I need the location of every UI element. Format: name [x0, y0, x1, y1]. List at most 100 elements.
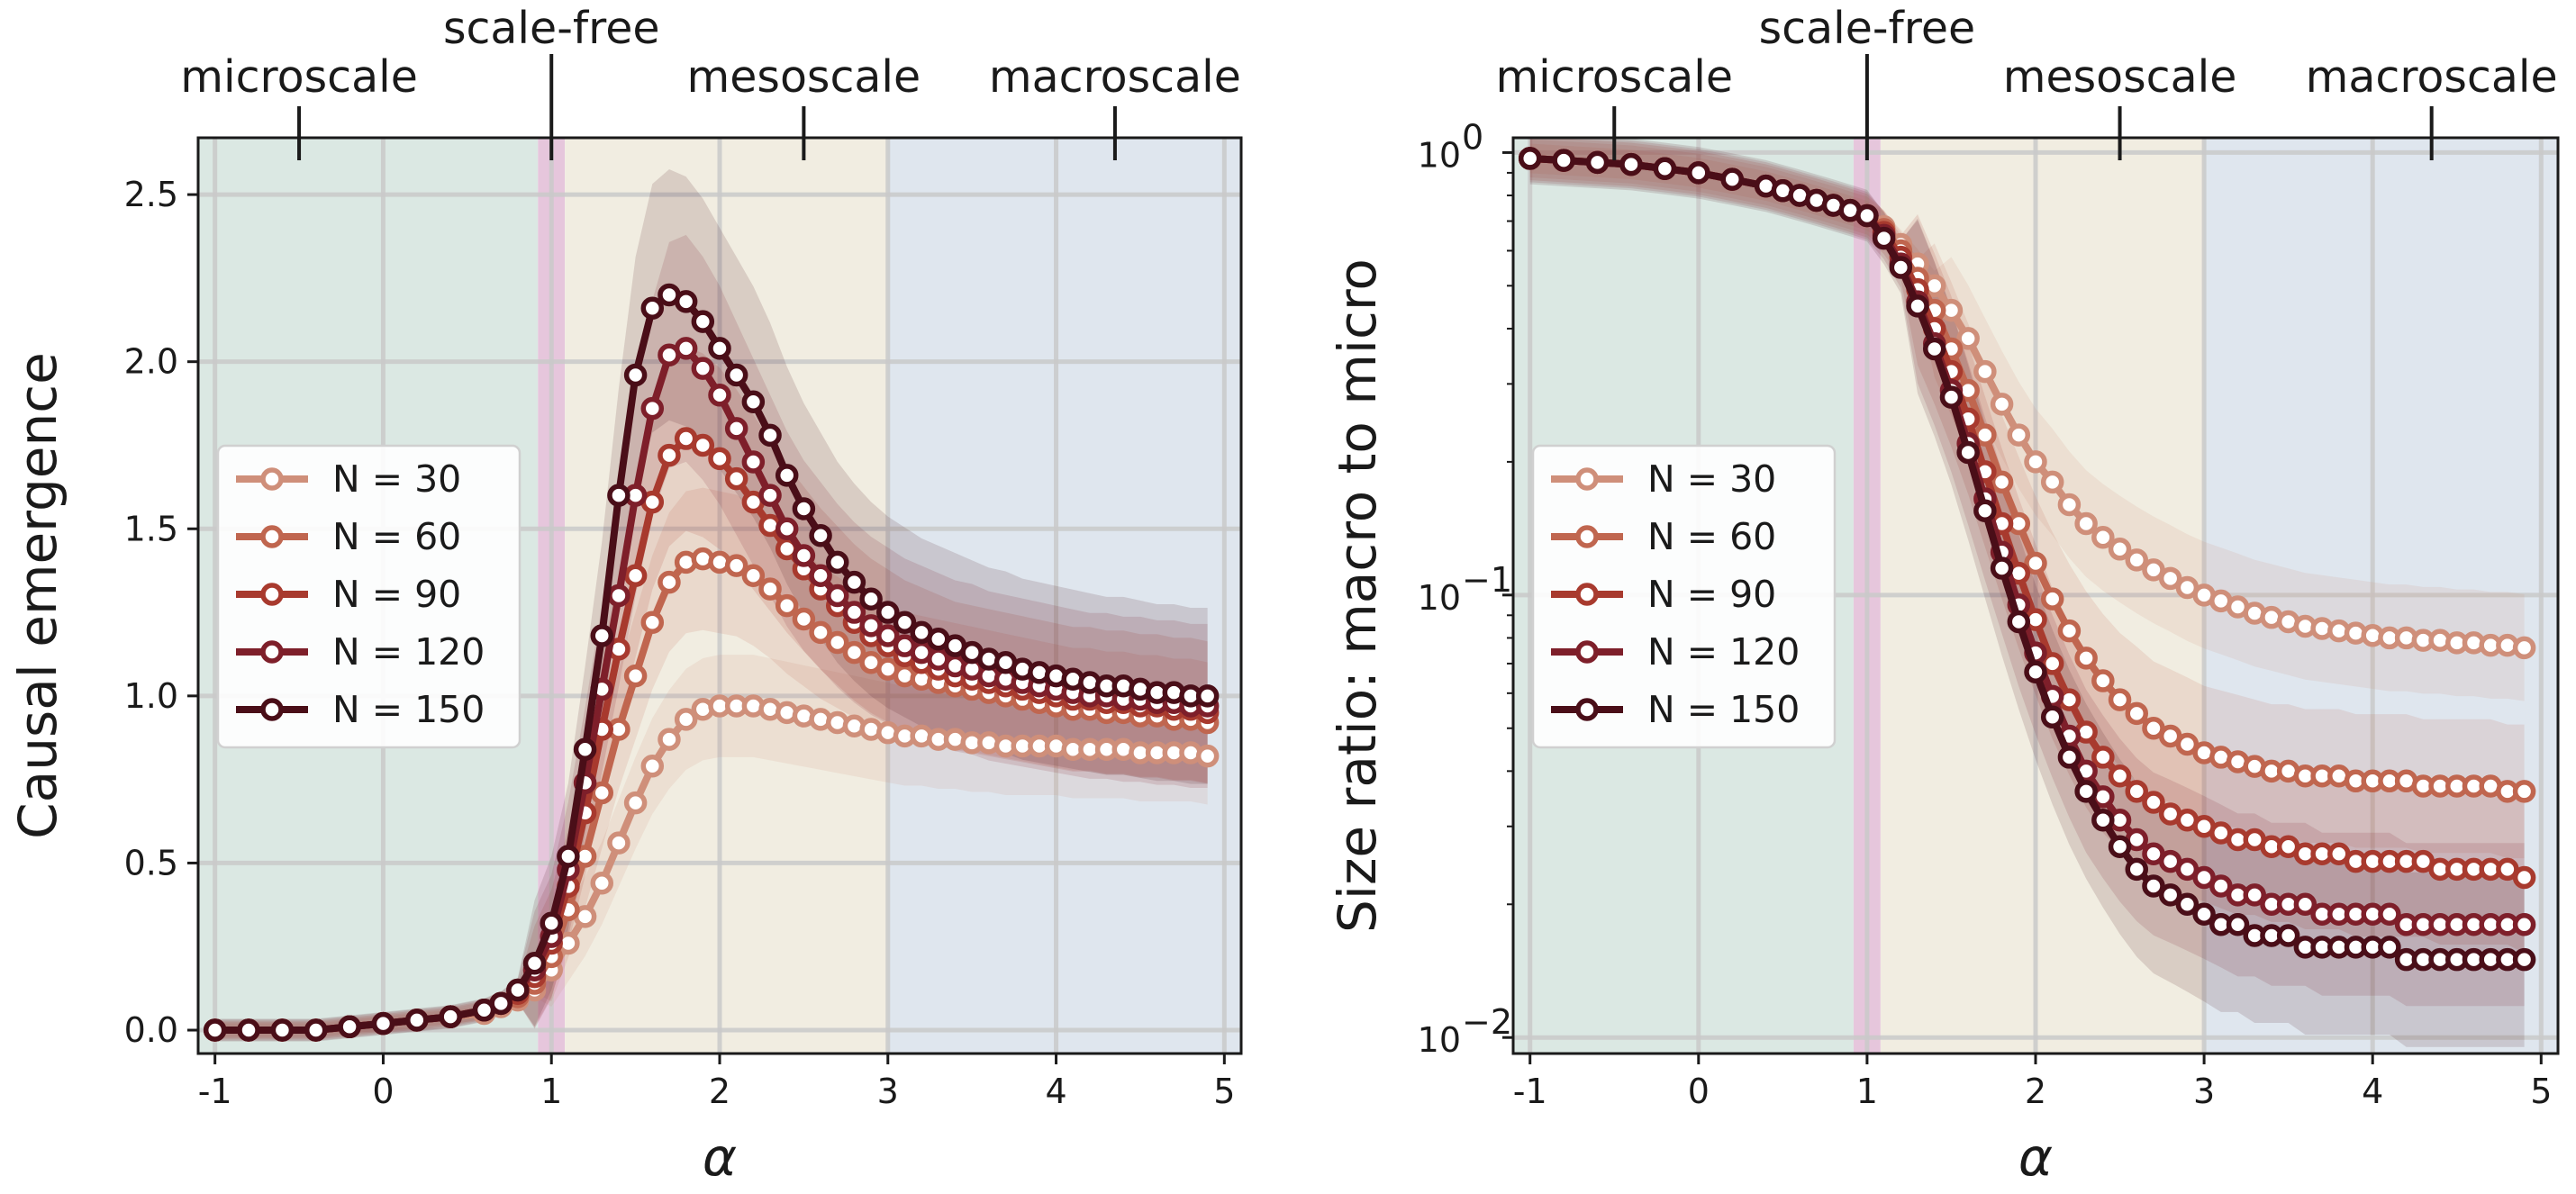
data-point [758, 577, 782, 601]
data-point [2074, 511, 2098, 536]
data-point [2125, 701, 2149, 726]
legend-swatch-marker [260, 583, 284, 606]
data-point [691, 433, 715, 457]
data-point [708, 337, 731, 360]
data-point [2293, 892, 2317, 917]
y-tick-label: 0.0 [124, 1010, 178, 1050]
legend-entry: N = 60 [1647, 515, 1776, 558]
data-point [842, 640, 866, 665]
data-point [2007, 423, 2031, 447]
data-point [708, 384, 731, 407]
data-point [1619, 152, 1643, 176]
data-point [758, 423, 782, 448]
data-point [2158, 566, 2182, 591]
data-point [2512, 780, 2536, 803]
legend-entry: N = 90 [1647, 573, 1776, 616]
data-point [607, 484, 630, 507]
legend-swatch-marker [260, 467, 284, 491]
data-point [623, 363, 648, 387]
data-point [371, 1011, 395, 1036]
data-point [2175, 892, 2200, 917]
data-point [691, 310, 715, 333]
data-point [2226, 913, 2250, 936]
data-point [1973, 359, 1997, 384]
data-point [825, 630, 849, 655]
data-point [1956, 440, 1980, 465]
data-point [2057, 619, 2082, 643]
data-point [2074, 647, 2098, 670]
data-point [842, 601, 866, 624]
y-tick-label: 2.0 [124, 342, 178, 382]
data-point [2378, 936, 2401, 959]
x-tick-label: -1 [1513, 1072, 1547, 1111]
data-point [2024, 660, 2047, 684]
data-point [2040, 587, 2064, 611]
data-point [809, 523, 832, 547]
data-point [607, 583, 630, 608]
data-point [2040, 470, 2064, 494]
data-point [405, 1009, 429, 1032]
data-point [775, 464, 799, 487]
y-tick-label-base: 10 [1418, 135, 1461, 175]
data-point [2040, 705, 2064, 729]
data-point [1585, 150, 1610, 175]
x-tick-label: 4 [1045, 1072, 1066, 1111]
data-point [1720, 167, 1744, 191]
x-tick-label: 0 [372, 1072, 394, 1111]
band-2 [1529, 139, 2525, 859]
data-point [2125, 548, 2149, 572]
data-point [2158, 883, 2182, 907]
regime-label-scale-free: scale-free [1759, 3, 1976, 54]
data-point [1990, 556, 2014, 580]
data-point [792, 544, 816, 567]
data-point [658, 728, 681, 751]
data-point [691, 357, 715, 380]
legend-swatch-marker [260, 525, 284, 548]
data-point [2091, 746, 2115, 769]
y-axis-label: Size ratio: macro to micro [1327, 258, 1388, 933]
data-point [876, 601, 900, 624]
y-tick-label: 10 −1 [1418, 560, 1512, 618]
data-point [506, 978, 530, 1002]
data-point [809, 620, 832, 645]
data-point [2142, 558, 2165, 582]
data-point [893, 611, 917, 634]
x-tick-label: 5 [1213, 1072, 1235, 1111]
data-point [1872, 226, 1896, 250]
data-point [1195, 744, 1220, 768]
y-tick-label-exponent: −1 [1462, 560, 1512, 600]
data-point [674, 290, 698, 313]
x-tick-label: 5 [2530, 1072, 2552, 1111]
x-tick-label: 3 [2193, 1072, 2215, 1111]
data-point [2142, 874, 2165, 898]
left-chart: -1 0 1 2 3 4 5 0.0 0.5 1.0 1.5 2.0 2.5 α Causal emerge… [7, 3, 1243, 1188]
data-point [724, 554, 748, 577]
data-point [623, 664, 648, 688]
data-point [237, 1018, 260, 1042]
data-point [590, 871, 614, 895]
data-point [623, 564, 648, 587]
data-point [2276, 924, 2300, 947]
data-point [2192, 865, 2216, 890]
data-point [623, 791, 648, 815]
y-tick-label: 2.5 [124, 175, 178, 214]
legend-swatch-marker [1575, 698, 1599, 721]
data-point [2192, 902, 2216, 926]
data-point [2243, 883, 2266, 907]
y-tick-label-base: 10 [1418, 1020, 1461, 1060]
y-tick-label: 0.5 [124, 843, 178, 882]
legend-swatch-marker [1575, 525, 1599, 548]
band-1 [214, 655, 1208, 1037]
regime-label-microscale: microscale [1495, 51, 1733, 103]
data-point [270, 1018, 295, 1042]
data-point [2091, 809, 2115, 832]
y-tick-label: 10 0 [1418, 117, 1484, 175]
legend-entry: N = 120 [332, 630, 485, 674]
data-point [825, 583, 849, 608]
data-point [203, 1018, 227, 1042]
y-tick-label-exponent: 0 [1462, 117, 1483, 157]
data-point [2512, 636, 2536, 660]
data-point [1956, 327, 1980, 350]
data-point [1653, 157, 1677, 180]
